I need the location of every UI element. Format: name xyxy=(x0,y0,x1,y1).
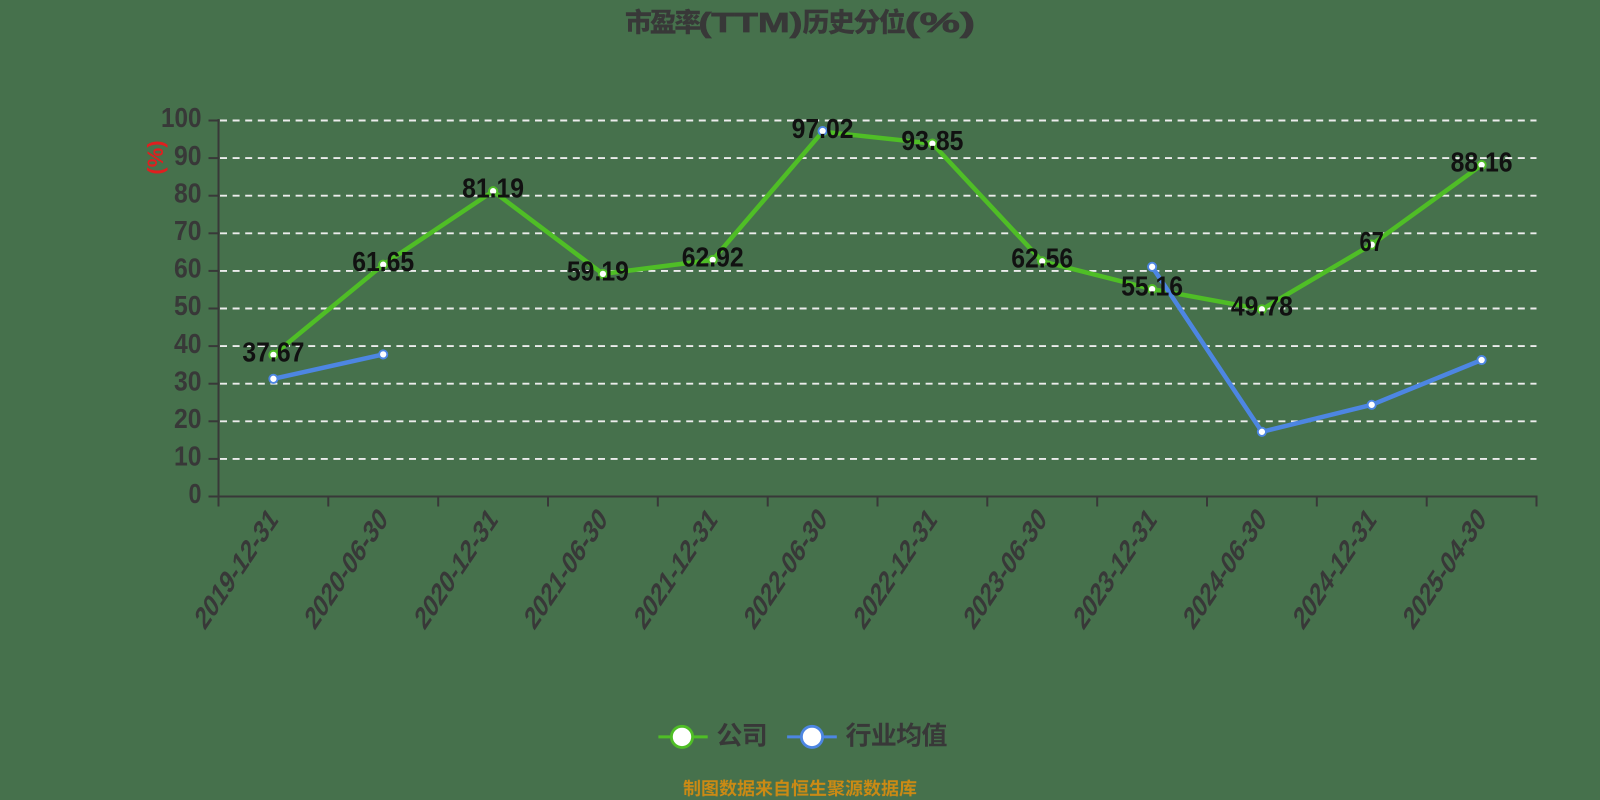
svg-text:62.56: 62.56 xyxy=(1011,243,1073,274)
svg-text:60: 60 xyxy=(174,253,202,284)
svg-text:59.19: 59.19 xyxy=(567,255,629,286)
svg-text:0: 0 xyxy=(189,478,202,509)
svg-text:80: 80 xyxy=(174,177,202,208)
svg-text:30: 30 xyxy=(174,365,202,396)
svg-text:61.65: 61.65 xyxy=(352,246,414,277)
svg-text:(TTM): (TTM) xyxy=(699,7,803,38)
svg-text:(%): (%) xyxy=(905,7,976,38)
svg-text:20: 20 xyxy=(174,403,202,434)
svg-text:49.78: 49.78 xyxy=(1231,291,1293,322)
svg-text:70: 70 xyxy=(174,215,202,246)
svg-text:10: 10 xyxy=(174,441,202,472)
svg-text:81.19: 81.19 xyxy=(462,173,524,204)
svg-text:62.92: 62.92 xyxy=(682,241,744,272)
svg-text:67: 67 xyxy=(1359,226,1384,257)
svg-text:97.02: 97.02 xyxy=(792,113,854,144)
svg-text:40: 40 xyxy=(174,328,202,359)
svg-text:(%): (%) xyxy=(143,140,168,174)
svg-text:90: 90 xyxy=(174,140,202,171)
svg-text:93.85: 93.85 xyxy=(901,125,963,156)
svg-text:100: 100 xyxy=(161,102,202,133)
svg-text:88.16: 88.16 xyxy=(1451,146,1513,177)
svg-text:55.16: 55.16 xyxy=(1121,271,1183,302)
svg-text:37.67: 37.67 xyxy=(242,336,304,367)
svg-text:50: 50 xyxy=(174,290,202,321)
